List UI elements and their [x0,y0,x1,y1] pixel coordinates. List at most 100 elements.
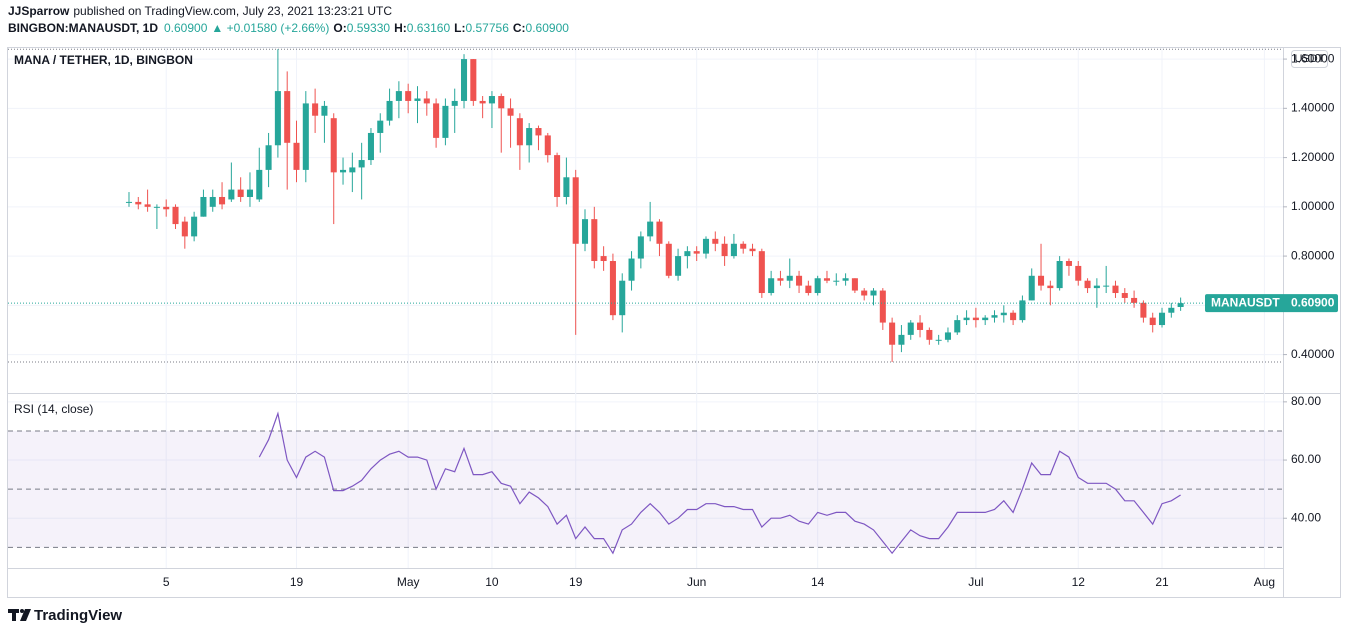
candle-body [889,322,896,345]
candle-body [619,280,626,316]
candle-body [833,280,840,282]
candle-body [851,278,858,291]
candle-body [1075,265,1082,281]
x-tick-label: 14 [811,575,825,589]
candle-body [721,243,728,257]
x-tick-label: May [397,575,420,589]
y-tick-label: 1.60000 [1291,51,1335,65]
candle-body [954,320,961,333]
x-tick-label: 12 [1072,575,1086,589]
candle-body [135,201,142,205]
brand-logo [8,609,31,621]
brand: TradingView [34,607,122,624]
candle-body [144,204,151,207]
candle-body [479,100,486,104]
candle-body [181,221,188,237]
candle-body [256,169,263,200]
candle-body [1028,275,1035,301]
candle-body [963,317,970,321]
candle-body [693,251,700,254]
candle-body [1112,285,1119,294]
candle-body [451,100,458,106]
candle-body [228,189,235,200]
candle-body [656,221,663,244]
candle-body [163,206,170,210]
candle-body [982,317,989,321]
candle-body [628,258,635,281]
candle-body [1121,293,1128,298]
candle-body [544,135,551,156]
candle-body [488,96,495,104]
candle-body [609,261,616,316]
candle-body [153,206,160,208]
y-tick-label: 60.00 [1291,452,1321,466]
candle-body [1149,317,1156,326]
candle-body [423,98,430,104]
y-tick-label: 0.40000 [1291,347,1335,361]
chart-frame [7,47,1341,598]
candle-body [796,275,803,286]
candle-body [814,278,821,294]
y-tick-label: 1.40000 [1291,101,1335,115]
candle-body [377,120,384,133]
currency-box[interactable] [1291,50,1328,68]
candle-body [200,196,207,217]
pane-title: MANA / TETHER, 1D, BINGBON [14,53,193,67]
high-label: H: [394,21,407,35]
candle-body [535,128,542,136]
x-tick-label: 5 [163,575,170,589]
author: JJSparrow [8,4,70,18]
symbol: BINGBON:MANAUSDT, 1D [8,21,158,35]
close-label: C: [513,21,526,35]
candle-body [460,59,468,101]
candle-body [246,189,253,197]
candle-body [507,108,514,116]
candle-body [125,201,133,203]
candle-body [1084,280,1091,289]
candle-body [675,256,682,276]
published: published on TradingView.com, July 23, 2… [73,4,392,18]
candle-body [358,160,365,168]
x-tick-label: 19 [290,575,304,589]
candle-body [926,329,933,340]
candle-body [284,91,291,143]
candle-body [1140,302,1147,318]
x-tick-label: 21 [1155,575,1169,589]
candle-body [293,142,300,170]
candle-body [991,315,998,318]
candle-body [1093,285,1100,289]
candle-body [1103,285,1110,287]
candle-body [786,275,793,281]
y-tick-label: 1.00000 [1291,199,1335,213]
candle-body [395,91,402,101]
plot [8,48,1283,555]
candle-body [758,251,765,294]
publish-line: JJSparrow published on TradingView.com, J… [8,4,392,18]
candle-body [237,189,244,197]
candle-body [1177,303,1184,307]
candle-body [321,105,328,116]
currency[interactable]: USDT [1295,53,1325,65]
candle-body [265,145,272,170]
candle-body [740,243,747,249]
candle-body [591,219,598,262]
candle-body [330,118,337,173]
y-tick-label: 80.00 [1291,394,1321,408]
candle-body [805,285,812,294]
candle-body [917,322,924,330]
candle-body [684,251,691,257]
price: 0.60900 [164,21,208,35]
candle-body [526,128,533,146]
candle-body [516,118,523,146]
candle-body [340,169,347,173]
candle-body [730,243,737,257]
candle-body [442,105,449,138]
candle-body [498,96,505,109]
candle-body [349,167,356,173]
candle-body [647,221,654,237]
open-label: O: [333,21,346,35]
candle-body [972,317,979,321]
candle-body [219,196,226,205]
candle-body [209,196,216,207]
